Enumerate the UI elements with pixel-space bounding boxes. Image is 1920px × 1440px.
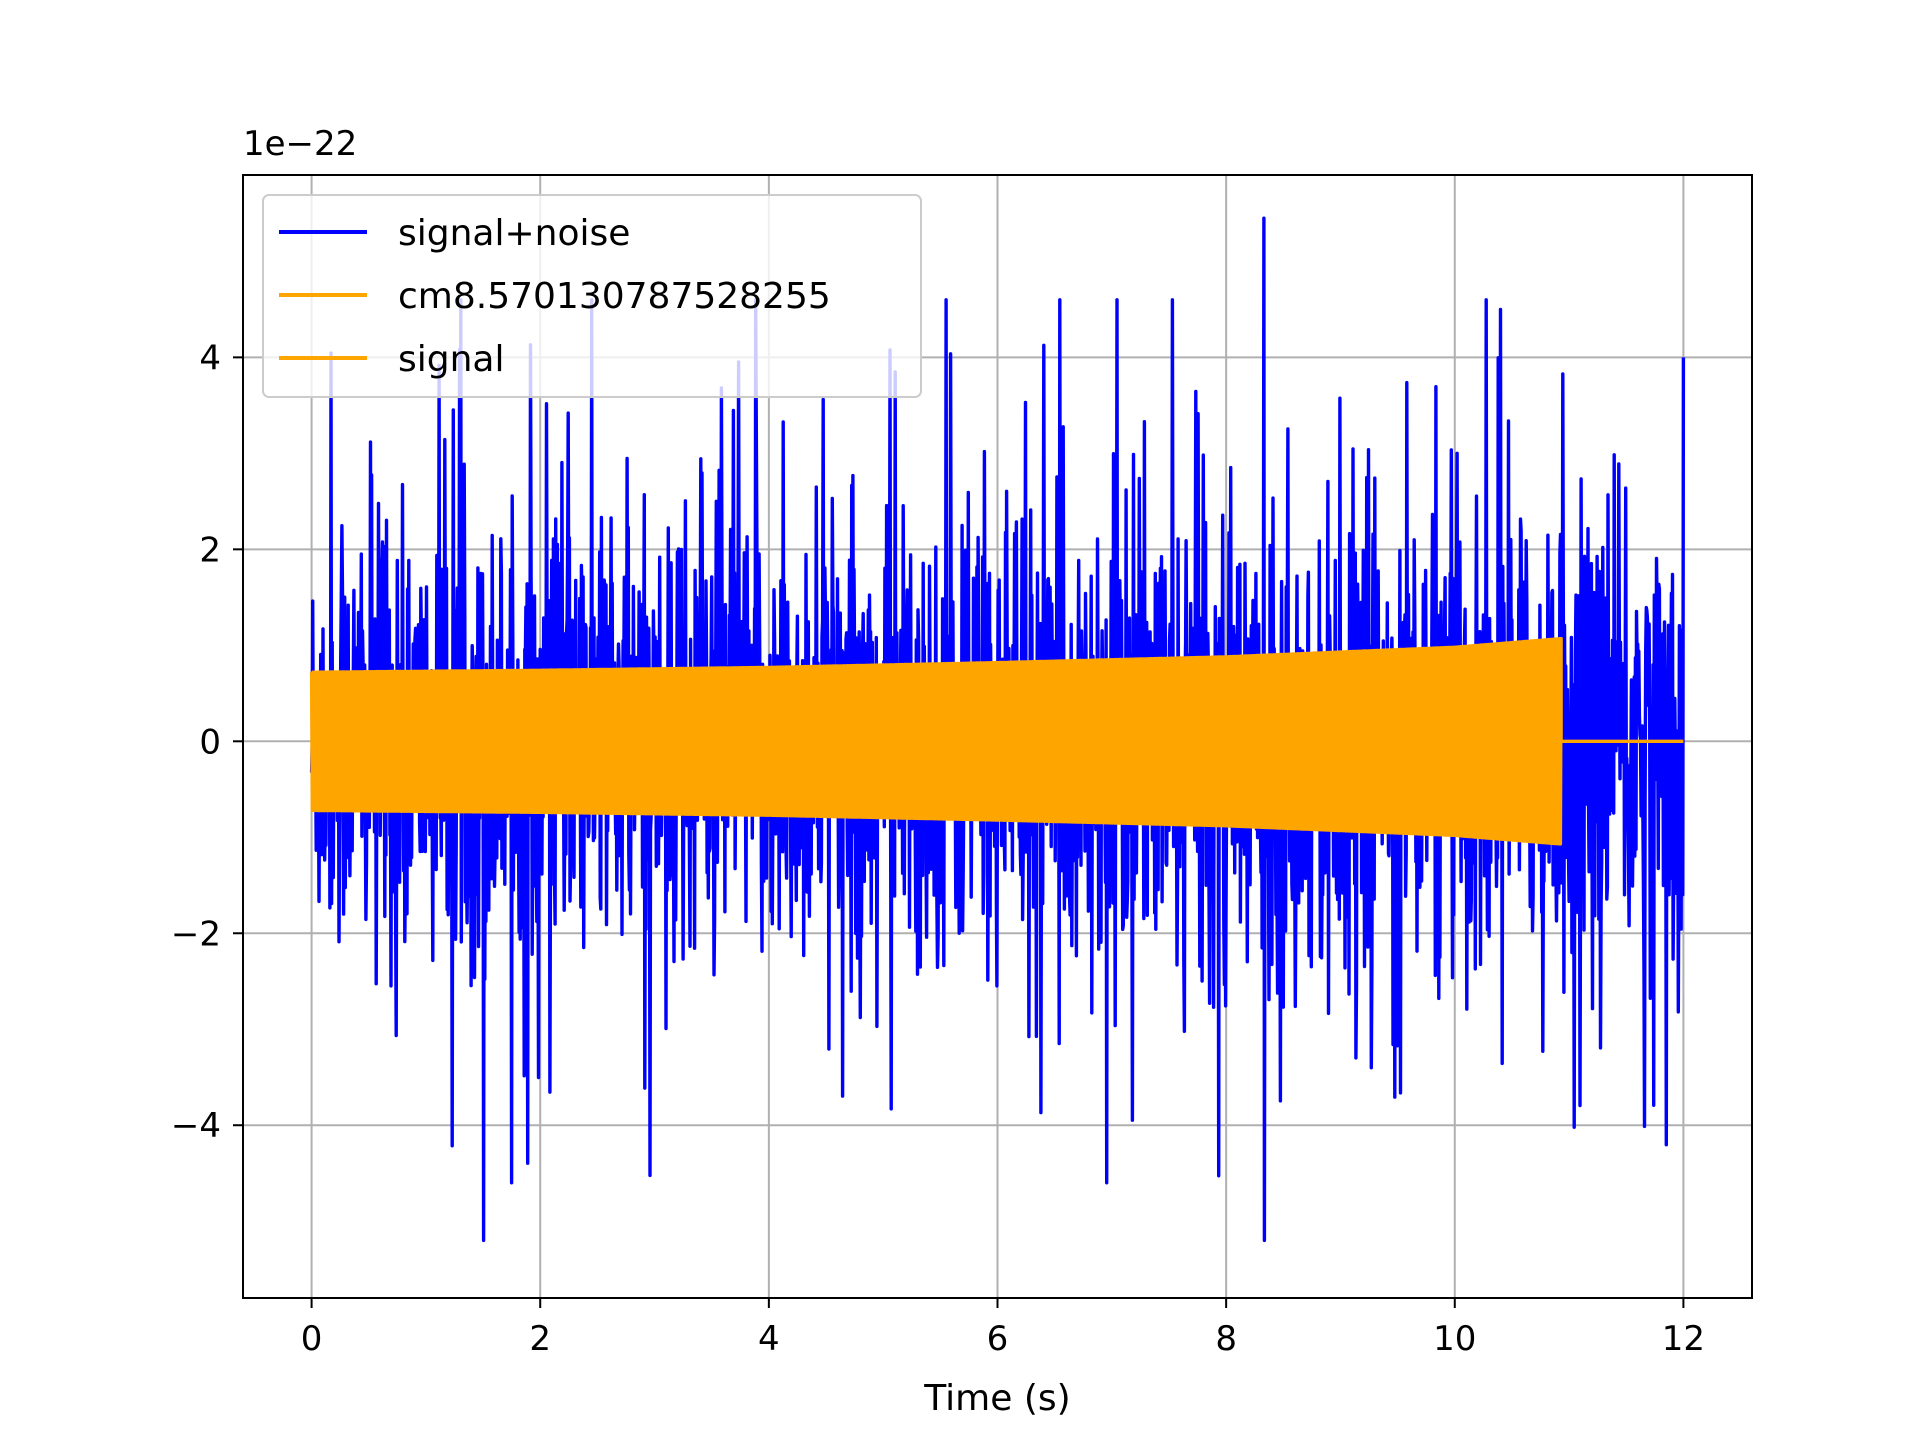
legend-label: cm8.570130787528255 — [398, 276, 831, 317]
legend-label: signal+noise — [398, 213, 630, 254]
y-tick-label: 4 — [199, 338, 221, 378]
x-tick-label: 0 — [301, 1319, 323, 1359]
y-offset-label: 1e−22 — [243, 124, 357, 164]
x-tick-label: 4 — [758, 1319, 780, 1359]
ticks: 0 2 4 6 8 10 12 −4 −2 0 2 4 — [171, 338, 1705, 1359]
signal-line — [309, 636, 1684, 846]
y-tick-label: −2 — [171, 914, 221, 954]
y-tick-label: −4 — [171, 1106, 221, 1146]
x-tick-label: 2 — [529, 1319, 551, 1359]
y-tick-label: 0 — [199, 722, 221, 762]
x-axis-title: Time (s) — [923, 1378, 1070, 1419]
x-tick-label: 6 — [987, 1319, 1009, 1359]
x-tick-label: 8 — [1215, 1319, 1237, 1359]
y-tick-label: 2 — [199, 530, 221, 570]
legend-box — [262, 194, 922, 398]
plot-area — [309, 216, 1686, 1243]
x-tick-label: 10 — [1433, 1319, 1476, 1359]
x-tick-label: 12 — [1662, 1319, 1705, 1359]
legend-label: signal — [398, 339, 505, 380]
legend: signal+noise cm8.570130787528255 signal — [262, 194, 922, 398]
